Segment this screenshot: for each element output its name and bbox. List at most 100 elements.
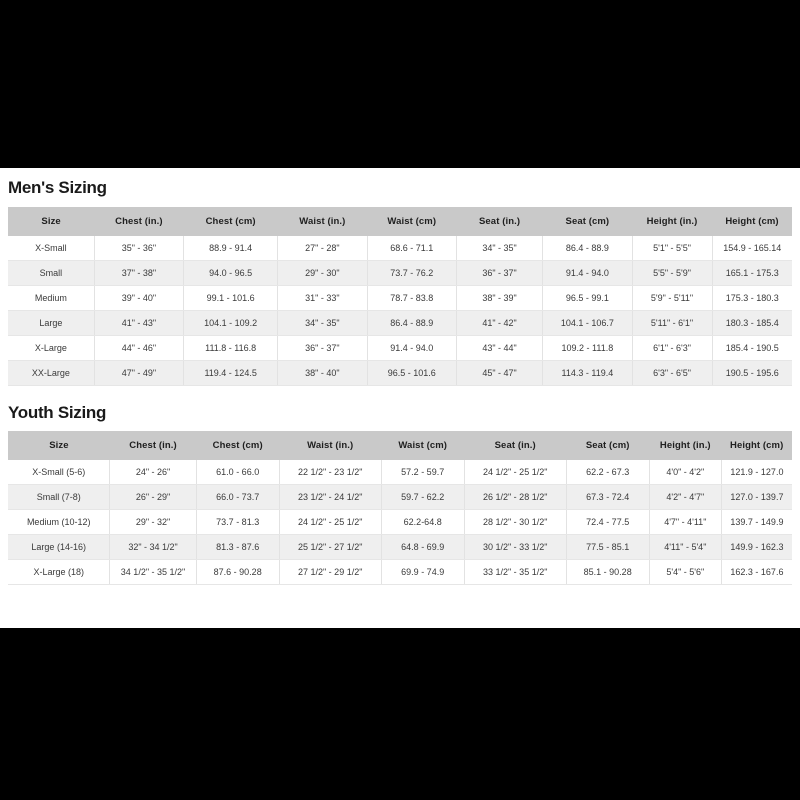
cell-height-cm: 127.0 - 139.7 <box>721 484 792 511</box>
cell-waist-cm: 68.6 - 71.1 <box>367 235 457 261</box>
cell-height-in: 4'0" - 4'2" <box>649 460 722 486</box>
cell-height-in: 5'9" - 5'11" <box>632 285 713 311</box>
column-header-waist-cm: Waist (cm) <box>367 206 457 236</box>
cell-chest-cm: 119.4 - 124.5 <box>183 360 279 386</box>
cell-waist-cm: 64.8 - 69.9 <box>381 534 465 561</box>
cell-height-in: 5'4" - 5'6" <box>649 559 722 586</box>
cell-waist-cm: 78.7 - 83.8 <box>367 285 457 311</box>
cell-size: Large (14-16) <box>8 534 111 561</box>
table-row: Large (14-16) 32" - 34 1/2" 81.3 - 87.6 … <box>8 534 792 561</box>
column-header-chest-in: Chest (in.) <box>94 206 184 236</box>
cell-chest-in: 44" - 46" <box>94 335 185 361</box>
cell-waist-cm: 96.5 - 101.6 <box>367 360 457 386</box>
cell-waist-in: 27 1/2" - 29 1/2" <box>279 559 382 586</box>
cell-chest-in: 29" - 32" <box>109 509 197 536</box>
cell-size: X-Small <box>8 235 95 261</box>
mens-table-header: Size Chest (in.) Chest (cm) Waist (in.) … <box>8 206 792 236</box>
mens-sizing-section: Men's Sizing Size Chest (in.) Chest (cm)… <box>0 168 800 386</box>
cell-chest-cm: 81.3 - 87.6 <box>196 534 280 561</box>
table-header-row: Size Chest (in.) Chest (cm) Waist (in.) … <box>8 206 792 236</box>
mens-table-body: X-Small 35" - 36" 88.9 - 91.4 27" - 28" … <box>8 235 792 386</box>
cell-chest-in: 35" - 36" <box>94 235 185 261</box>
table-row: X-Small (5-6) 24" - 26" 61.0 - 66.0 22 1… <box>8 460 792 486</box>
cell-seat-in: 43" - 44" <box>456 335 544 361</box>
cell-seat-cm: 104.1 - 106.7 <box>542 310 633 336</box>
cell-size: Small (7-8) <box>8 484 111 511</box>
cell-height-cm: 149.9 - 162.3 <box>721 534 792 561</box>
mens-sizing-title: Men's Sizing <box>8 178 107 197</box>
cell-chest-cm: 99.1 - 101.6 <box>183 285 279 311</box>
column-header-chest-in: Chest (in.) <box>109 431 197 461</box>
cell-chest-in: 24" - 26" <box>109 460 197 486</box>
cell-size: Medium (10-12) <box>8 509 111 536</box>
cell-chest-cm: 88.9 - 91.4 <box>183 235 279 261</box>
column-header-waist-cm: Waist (cm) <box>381 431 465 461</box>
table-row: Small (7-8) 26" - 29" 66.0 - 73.7 23 1/2… <box>8 484 792 511</box>
column-header-seat-cm: Seat (cm) <box>542 206 633 236</box>
cell-seat-in: 41" - 42" <box>456 310 544 336</box>
youth-sizing-section: Youth Sizing Size Chest (in.) Chest (cm)… <box>0 386 800 586</box>
cell-chest-cm: 104.1 - 109.2 <box>183 310 279 336</box>
column-header-chest-cm: Chest (cm) <box>196 431 280 461</box>
youth-sizing-table: Size Chest (in.) Chest (cm) Waist (in.) … <box>8 431 792 586</box>
cell-seat-in: 30 1/2" - 33 1/2" <box>464 534 567 561</box>
cell-waist-in: 23 1/2" - 24 1/2" <box>279 484 382 511</box>
column-header-seat-cm: Seat (cm) <box>566 431 650 461</box>
cell-chest-in: 34 1/2" - 35 1/2" <box>109 559 197 586</box>
cell-chest-in: 41" - 43" <box>94 310 185 336</box>
cell-size: Small <box>8 260 95 286</box>
cell-waist-cm: 62.2-64.8 <box>381 509 465 536</box>
cell-height-cm: 180.3 - 185.4 <box>712 310 792 336</box>
cell-chest-in: 47" - 49" <box>94 360 185 386</box>
column-header-height-cm: Height (cm) <box>712 206 792 236</box>
cell-height-cm: 175.3 - 180.3 <box>712 285 792 311</box>
cell-seat-cm: 72.4 - 77.5 <box>566 509 650 536</box>
cell-waist-in: 29" - 30" <box>277 260 368 286</box>
cell-seat-cm: 96.5 - 99.1 <box>542 285 633 311</box>
cell-height-in: 4'11" - 5'4" <box>649 534 722 561</box>
cell-chest-in: 39" - 40" <box>94 285 185 311</box>
cell-height-in: 5'11" - 6'1" <box>632 310 713 336</box>
table-row: Small 37" - 38" 94.0 - 96.5 29" - 30" 73… <box>8 260 792 286</box>
cell-seat-cm: 85.1 - 90.28 <box>566 559 650 586</box>
cell-seat-cm: 62.2 - 67.3 <box>566 460 650 486</box>
cell-chest-cm: 61.0 - 66.0 <box>196 460 280 486</box>
cell-size: XX-Large <box>8 360 95 386</box>
column-header-waist-in: Waist (in.) <box>279 431 382 461</box>
cell-seat-in: 45" - 47" <box>456 360 544 386</box>
cell-height-in: 5'5" - 5'9" <box>632 260 713 286</box>
cell-height-cm: 121.9 - 127.0 <box>721 460 792 486</box>
cell-height-cm: 165.1 - 175.3 <box>712 260 792 286</box>
mens-sizing-table: Size Chest (in.) Chest (cm) Waist (in.) … <box>8 206 792 386</box>
cell-height-in: 4'2" - 4'7" <box>649 484 722 511</box>
table-row: Medium 39" - 40" 99.1 - 101.6 31" - 33" … <box>8 285 792 311</box>
cell-chest-cm: 87.6 - 90.28 <box>196 559 280 586</box>
cell-chest-cm: 94.0 - 96.5 <box>183 260 279 286</box>
size-chart-sheet: Men's Sizing Size Chest (in.) Chest (cm)… <box>0 168 800 628</box>
column-header-height-in: Height (in.) <box>632 206 712 236</box>
table-row: Medium (10-12) 29" - 32" 73.7 - 81.3 24 … <box>8 509 792 536</box>
cell-waist-cm: 73.7 - 76.2 <box>367 260 457 286</box>
cell-height-cm: 154.9 - 165.14 <box>712 235 792 261</box>
cell-waist-cm: 57.2 - 59.7 <box>381 460 465 486</box>
cell-height-in: 4'7" - 4'11" <box>649 509 722 536</box>
cell-seat-cm: 91.4 - 94.0 <box>542 260 633 286</box>
cell-height-in: 6'1" - 6'3" <box>632 335 713 361</box>
cell-seat-in: 38" - 39" <box>456 285 544 311</box>
youth-sizing-title: Youth Sizing <box>8 402 107 422</box>
cell-chest-cm: 66.0 - 73.7 <box>196 484 280 511</box>
column-header-seat-in: Seat (in.) <box>456 206 543 236</box>
cell-chest-cm: 73.7 - 81.3 <box>196 509 280 536</box>
cell-seat-cm: 77.5 - 85.1 <box>566 534 650 561</box>
cell-chest-in: 26" - 29" <box>109 484 197 511</box>
cell-seat-cm: 114.3 - 119.4 <box>542 360 633 386</box>
cell-waist-in: 38" - 40" <box>277 360 368 386</box>
cell-waist-in: 22 1/2" - 23 1/2" <box>279 460 382 486</box>
cell-size: Medium <box>8 285 95 311</box>
cell-waist-cm: 59.7 - 62.2 <box>381 484 465 511</box>
table-row: X-Large (18) 34 1/2" - 35 1/2" 87.6 - 90… <box>8 559 792 586</box>
cell-height-in: 5'1" - 5'5" <box>632 235 713 261</box>
cell-size: X-Small (5-6) <box>8 460 111 486</box>
cell-height-cm: 185.4 - 190.5 <box>712 335 792 361</box>
